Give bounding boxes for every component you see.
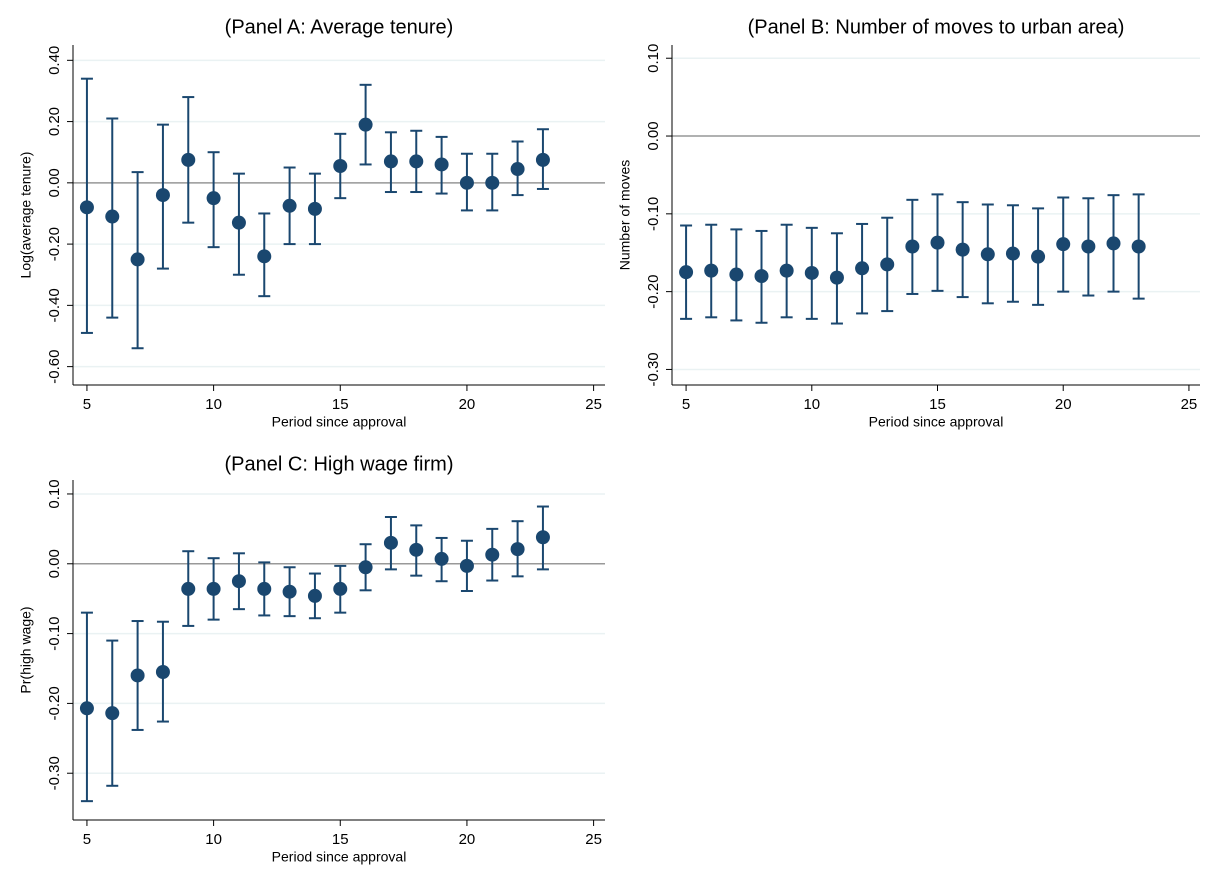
y-tick-label: 0.00 xyxy=(645,121,662,150)
point xyxy=(257,581,272,596)
x-tick-label: 20 xyxy=(459,831,476,848)
point xyxy=(1106,236,1121,251)
point xyxy=(980,247,995,262)
point xyxy=(485,547,500,562)
x-tick-label: 25 xyxy=(1181,396,1198,413)
y-tick-label: -0.10 xyxy=(46,616,63,650)
point xyxy=(383,535,398,550)
x-tick-label: 20 xyxy=(1055,396,1072,413)
x-axis-label: Period since approval xyxy=(272,849,407,865)
y-axis-label: Number of moves xyxy=(617,160,633,270)
point xyxy=(459,175,474,190)
y-tick-label: -0.20 xyxy=(46,686,63,720)
y-tick-label: -0.30 xyxy=(46,756,63,790)
point xyxy=(257,249,272,264)
point xyxy=(181,152,196,167)
point xyxy=(930,235,945,250)
x-tick-label: 15 xyxy=(929,396,946,413)
panel-title: (Panel B: Number of moves to urban area) xyxy=(748,16,1125,38)
point xyxy=(880,257,895,272)
x-tick-label: 15 xyxy=(332,396,349,413)
point xyxy=(358,117,373,132)
x-tick-label: 10 xyxy=(803,396,820,413)
y-tick-label: -0.20 xyxy=(46,227,63,261)
point xyxy=(855,261,870,276)
point xyxy=(155,664,170,679)
point xyxy=(383,154,398,169)
point xyxy=(754,269,769,284)
y-tick-label: -0.20 xyxy=(645,275,662,309)
point xyxy=(409,542,424,557)
y-axis-label: Pr(high wage) xyxy=(18,606,34,693)
point xyxy=(1131,239,1146,254)
point xyxy=(1031,249,1046,264)
point xyxy=(231,574,246,589)
point xyxy=(804,265,819,280)
point xyxy=(409,154,424,169)
x-tick-label: 15 xyxy=(332,831,349,848)
point xyxy=(679,265,694,280)
x-tick-label: 10 xyxy=(205,831,222,848)
point xyxy=(434,157,449,172)
point xyxy=(333,581,348,596)
point xyxy=(510,542,525,557)
point xyxy=(434,551,449,566)
point xyxy=(130,668,145,683)
x-tick-label: 20 xyxy=(459,396,476,413)
y-tick-label: 0.00 xyxy=(46,549,63,578)
point xyxy=(358,560,373,575)
point xyxy=(905,239,920,254)
point xyxy=(510,162,525,177)
x-tick-label: 5 xyxy=(682,396,690,413)
y-tick-label: 0.10 xyxy=(645,44,662,73)
x-tick-label: 5 xyxy=(83,396,91,413)
x-tick-label: 25 xyxy=(585,831,602,848)
x-axis-label: Period since approval xyxy=(869,414,1004,430)
y-tick-label: -0.30 xyxy=(645,352,662,386)
point xyxy=(181,581,196,596)
x-tick-label: 10 xyxy=(205,396,222,413)
x-axis-label: Period since approval xyxy=(272,414,407,430)
point xyxy=(829,270,844,285)
point xyxy=(779,263,794,278)
y-axis-label: Log(average tenure) xyxy=(18,152,34,279)
x-tick-label: 25 xyxy=(585,396,602,413)
point xyxy=(282,584,297,599)
point xyxy=(535,530,550,545)
point xyxy=(1056,237,1071,252)
point xyxy=(105,209,120,224)
point xyxy=(307,201,322,216)
y-tick-label: -0.60 xyxy=(46,350,63,384)
point xyxy=(485,175,500,190)
point xyxy=(79,200,94,215)
point xyxy=(955,242,970,257)
point xyxy=(1005,246,1020,261)
point xyxy=(206,581,221,596)
point xyxy=(206,191,221,206)
point xyxy=(231,215,246,230)
y-tick-label: -0.40 xyxy=(46,288,63,322)
x-tick-label: 5 xyxy=(83,831,91,848)
point xyxy=(155,188,170,203)
point xyxy=(459,558,474,573)
point xyxy=(729,267,744,282)
point xyxy=(105,706,120,721)
panel-title: (Panel C: High wage firm) xyxy=(225,453,454,475)
point xyxy=(1081,239,1096,254)
y-tick-label: 0.10 xyxy=(46,479,63,508)
point xyxy=(704,263,719,278)
point xyxy=(130,252,145,267)
y-tick-label: 0.00 xyxy=(46,168,63,197)
y-tick-label: 0.40 xyxy=(46,46,63,75)
point xyxy=(307,588,322,603)
point xyxy=(333,158,348,173)
point xyxy=(535,152,550,167)
point xyxy=(282,198,297,213)
panel-title: (Panel A: Average tenure) xyxy=(225,16,454,38)
point xyxy=(79,701,94,716)
y-tick-label: -0.10 xyxy=(645,197,662,231)
y-tick-label: 0.20 xyxy=(46,107,63,136)
